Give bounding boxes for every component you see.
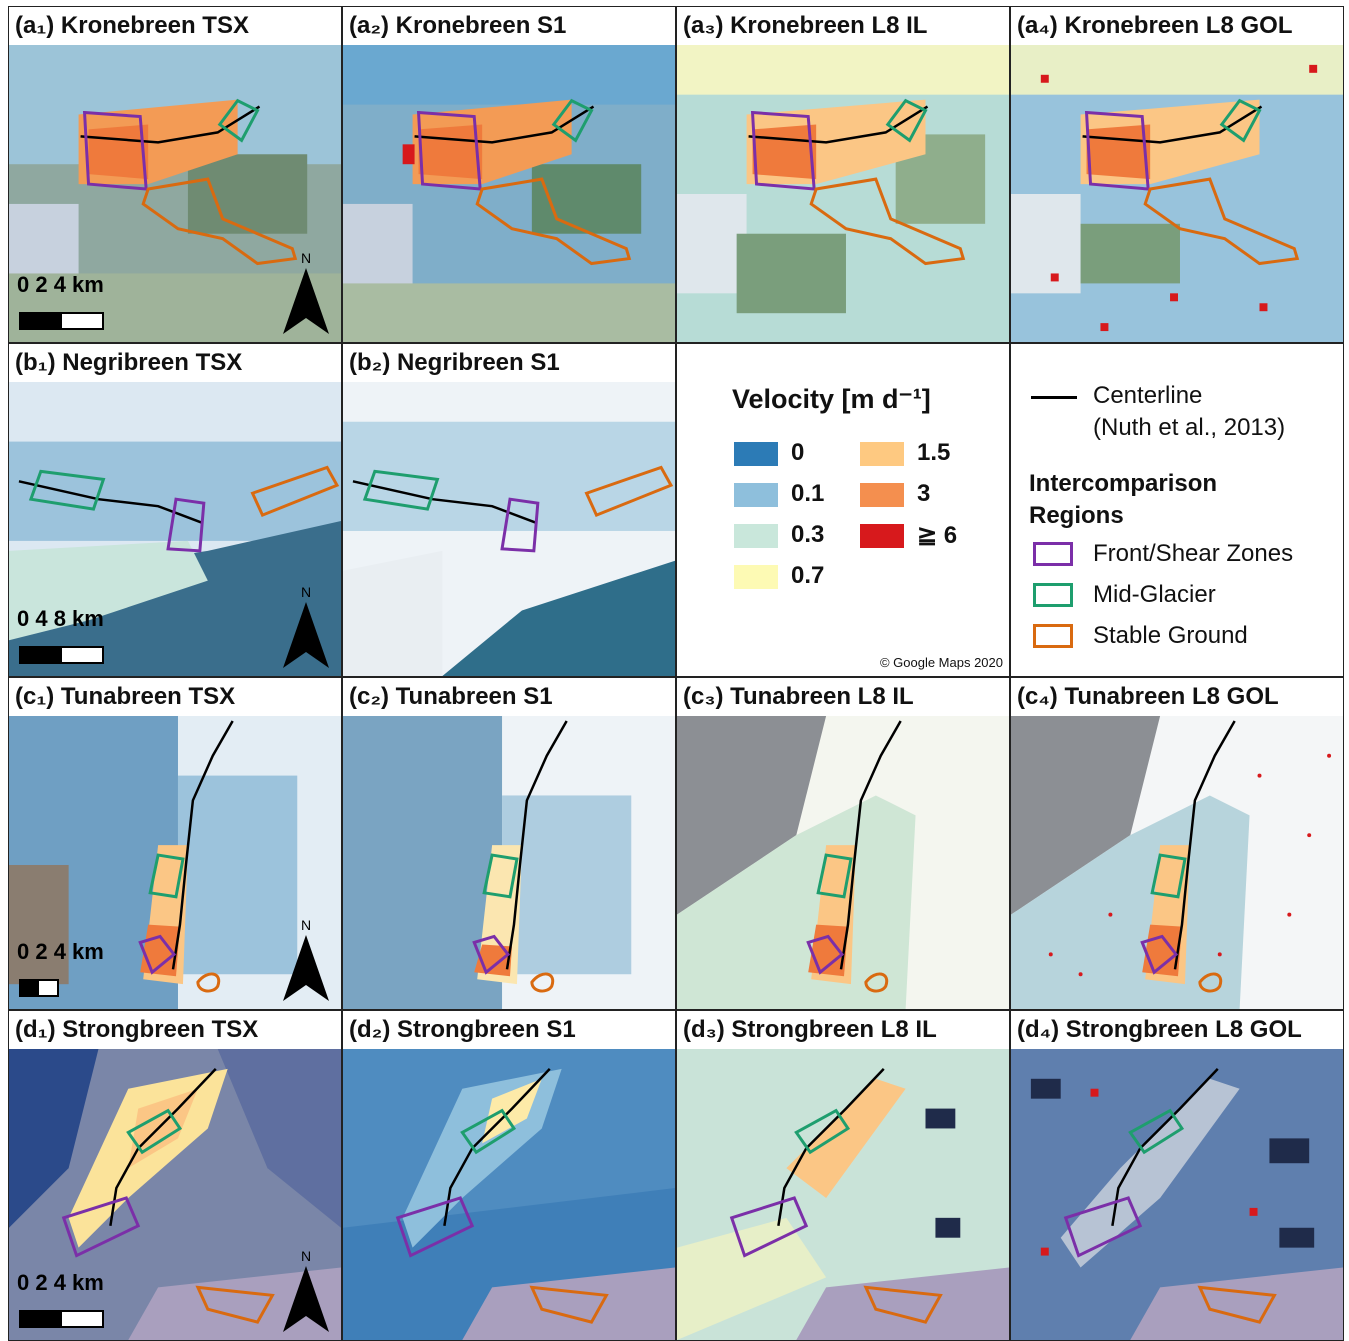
region-swatch	[1033, 583, 1073, 607]
legend-label: 0	[791, 439, 805, 466]
map-image	[1011, 45, 1343, 342]
region-swatch	[1033, 542, 1073, 566]
scale-bar	[19, 1310, 104, 1328]
north-arrow-icon: N	[283, 584, 329, 668]
region-key: Centerline (Nuth et al., 2013) Intercomp…	[1010, 343, 1344, 677]
panel-a3: (a₃) Kronebreen L8 IL	[676, 6, 1010, 343]
panel-title: (a₂) Kronebreen S1	[343, 7, 675, 46]
legend-label: 0.1	[791, 480, 825, 507]
legend-label: 0.3	[791, 521, 825, 548]
panel-title: (d₂) Strongbreen S1	[343, 1011, 675, 1050]
panel-d1: (d₁) Strongbreen TSX 0 2 4 km N	[8, 1010, 342, 1341]
map-image	[1011, 1049, 1343, 1340]
legend-swatch	[734, 524, 778, 548]
panel-title: (a₁) Kronebreen TSX	[9, 7, 341, 46]
panel-c4: (c₄) Tunabreen L8 GOL	[1010, 677, 1344, 1010]
velocity-legend: Velocity [m d⁻¹] 0 0.1 0.3 0.7 1.5 3 ≧ 6…	[676, 343, 1010, 677]
panel-title: (d₁) Strongbreen TSX	[9, 1011, 341, 1050]
panel-title: (c₁) Tunabreen TSX	[9, 678, 341, 717]
map-image	[343, 1049, 675, 1340]
panel-d3: (d₃) Strongbreen L8 IL	[676, 1010, 1010, 1341]
region-label: Front/Shear Zones	[1093, 540, 1294, 567]
regions-title: Intercomparison	[1029, 470, 1218, 497]
panel-title: (b₁) Negribreen TSX	[9, 344, 341, 383]
map-image	[343, 382, 675, 676]
panel-title: (d₄) Strongbreen L8 GOL	[1011, 1011, 1343, 1050]
scale-bar	[19, 646, 104, 664]
legend-title: Velocity [m d⁻¹]	[732, 384, 931, 414]
panel-a2: (a₂) Kronebreen S1	[342, 6, 676, 343]
legend-swatch	[860, 442, 904, 466]
legend-swatch	[734, 442, 778, 466]
legend-label: 3	[917, 480, 931, 507]
map-image	[677, 716, 1009, 1009]
map-credit: © Google Maps 2020	[879, 655, 1003, 670]
map-image	[1011, 716, 1343, 1009]
panel-a4: (a₄) Kronebreen L8 GOL	[1010, 6, 1344, 343]
panel-title: (b₂) Negribreen S1	[343, 344, 675, 383]
legend-swatch	[860, 483, 904, 507]
centerline-swatch	[1031, 396, 1077, 399]
map-image	[677, 1049, 1009, 1340]
north-arrow-icon: N	[283, 250, 329, 334]
map-image	[343, 716, 675, 1009]
panel-title: (d₃) Strongbreen L8 IL	[677, 1011, 1009, 1050]
map-image	[9, 382, 341, 676]
panel-title: (c₃) Tunabreen L8 IL	[677, 678, 1009, 717]
panel-c2: (c₂) Tunabreen S1	[342, 677, 676, 1010]
scale-label: 0 2 4 km	[17, 1270, 104, 1295]
panel-c1: (c₁) Tunabreen TSX 0 2 4 km N	[8, 677, 342, 1010]
panel-a1: (a₁) Kronebreen TSX 0 2 4 km N	[8, 6, 342, 343]
panel-title: (a₃) Kronebreen L8 IL	[677, 7, 1009, 46]
scale-label: 0 2 4 km	[17, 939, 104, 964]
panel-d4: (d₄) Strongbreen L8 GOL	[1010, 1010, 1344, 1341]
map-image	[677, 45, 1009, 342]
legend-label: 1.5	[917, 439, 951, 466]
legend-label: ≧ 6	[917, 522, 958, 549]
scale-bar	[19, 979, 59, 997]
scale-label: 0 2 4 km	[17, 272, 104, 297]
scale-label: 0 4 8 km	[17, 606, 104, 631]
centerline-label: Centerline	[1093, 382, 1203, 409]
scale-bar	[19, 312, 104, 330]
region-label: Mid-Glacier	[1093, 581, 1216, 608]
legend-swatch	[734, 483, 778, 507]
centerline-ref: (Nuth et al., 2013)	[1093, 414, 1286, 441]
north-arrow-icon: N	[283, 917, 329, 1001]
map-image	[9, 716, 341, 1009]
panel-title: (a₄) Kronebreen L8 GOL	[1011, 7, 1343, 46]
legend-label: 0.7	[791, 562, 825, 589]
panel-d2: (d₂) Strongbreen S1	[342, 1010, 676, 1341]
regions-title: Regions	[1029, 502, 1124, 529]
north-arrow-icon: N	[283, 1248, 329, 1332]
panel-title: (c₄) Tunabreen L8 GOL	[1011, 678, 1343, 717]
legend-swatch	[860, 524, 904, 548]
panel-b1: (b₁) Negribreen TSX 0 4 8 km N	[8, 343, 342, 677]
legend-swatch	[734, 565, 778, 589]
region-label: Stable Ground	[1093, 622, 1248, 649]
panel-c3: (c₃) Tunabreen L8 IL	[676, 677, 1010, 1010]
map-image	[343, 45, 675, 342]
region-swatch	[1033, 624, 1073, 648]
panel-title: (c₂) Tunabreen S1	[343, 678, 675, 717]
map-image	[9, 45, 341, 342]
panel-b2: (b₂) Negribreen S1	[342, 343, 676, 677]
